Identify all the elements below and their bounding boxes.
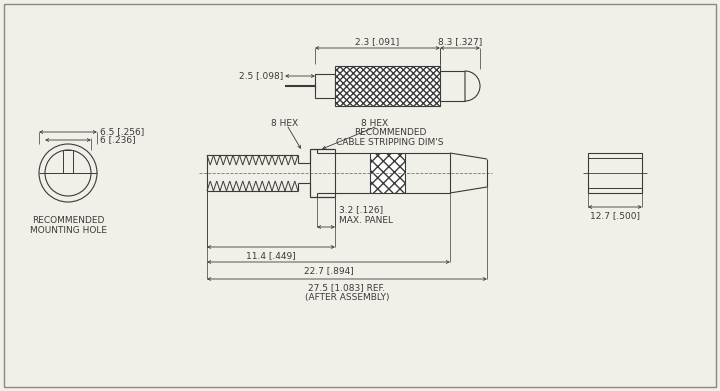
Text: 8 HEX: 8 HEX: [361, 118, 389, 127]
Text: 27.5 [1.083] REF.
(AFTER ASSEMBLY): 27.5 [1.083] REF. (AFTER ASSEMBLY): [305, 283, 390, 302]
Bar: [315, 74, 335, 98]
Text: 11.4 [.449]: 11.4 [.449]: [246, 251, 296, 260]
Text: 8 HEX: 8 HEX: [271, 118, 299, 127]
Bar: [440, 71, 465, 101]
Circle shape: [39, 144, 97, 202]
Bar: [370, 153, 405, 193]
Bar: [335, 66, 440, 106]
Text: 6 [.236]: 6 [.236]: [100, 136, 135, 145]
Text: 2.3 [.091]: 2.3 [.091]: [356, 38, 400, 47]
Circle shape: [45, 150, 91, 196]
Text: RECOMMENDED
CABLE STRIPPING DIM'S: RECOMMENDED CABLE STRIPPING DIM'S: [336, 128, 444, 147]
Text: 12.7 [.500]: 12.7 [.500]: [590, 211, 640, 220]
Bar: [63, 150, 73, 173]
Text: 6.5 [.256]: 6.5 [.256]: [100, 127, 144, 136]
Text: 2.5 [.098]: 2.5 [.098]: [239, 72, 283, 81]
Wedge shape: [465, 71, 480, 101]
Text: 8.3 [.327]: 8.3 [.327]: [438, 38, 482, 47]
Bar: [588, 153, 642, 193]
Text: 3.2 [.126]
MAX. PANEL: 3.2 [.126] MAX. PANEL: [339, 206, 393, 225]
Text: RECOMMENDED
MOUNTING HOLE: RECOMMENDED MOUNTING HOLE: [30, 216, 107, 235]
Text: 22.7 [.894]: 22.7 [.894]: [304, 266, 354, 275]
